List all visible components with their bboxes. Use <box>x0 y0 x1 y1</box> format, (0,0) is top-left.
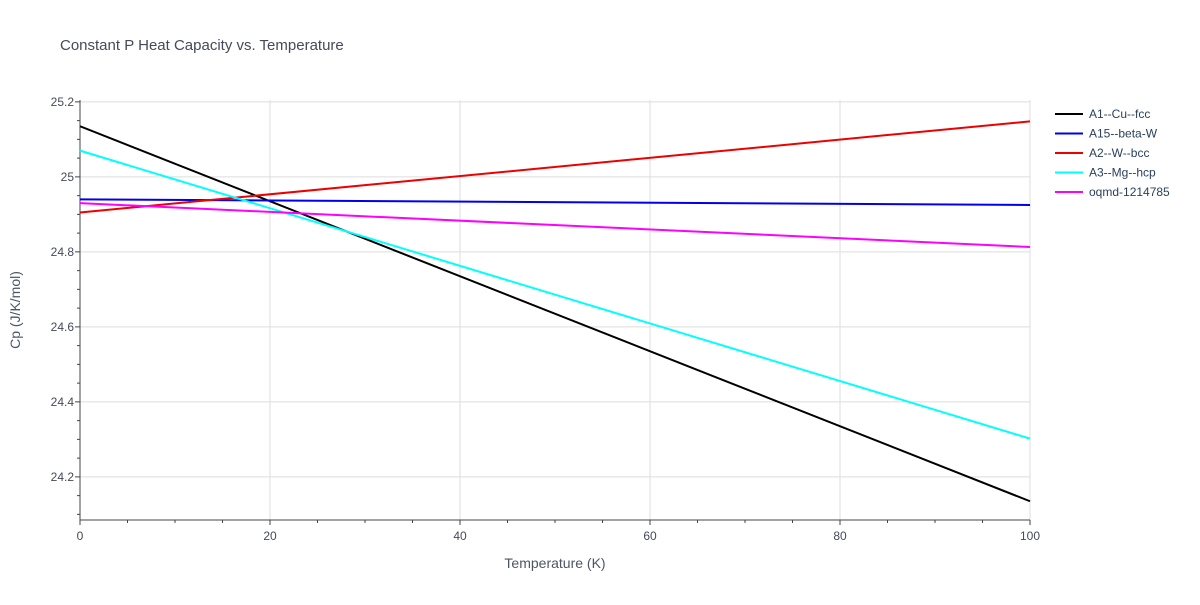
x-tick-label: 40 <box>453 529 467 543</box>
axes-layer: 0 20 40 60 80 100 24.2 24.4 24.6 24.8 25 25.2 <box>51 95 1041 543</box>
legend-label: A15--beta-W <box>1089 127 1158 141</box>
series-line-a3-mg-hcp <box>79 149 1031 440</box>
legend-item[interactable]: A1--Cu--fcc <box>1055 107 1150 121</box>
x-tick-label: 80 <box>833 529 847 543</box>
x-tick-label: 0 <box>77 529 84 543</box>
y-axis-label: Cp (J/K/mol) <box>7 271 23 349</box>
y-tick-label: 24.6 <box>51 320 75 334</box>
y-tick-label: 25.2 <box>51 95 75 109</box>
grid-layer <box>80 100 1031 520</box>
x-tick-label: 20 <box>263 529 277 543</box>
series-line-a2-w-bcc <box>79 120 1031 214</box>
legend: A1--Cu--fcc A15--beta-W A2--W--bcc A3--Mg--… <box>1055 107 1170 199</box>
legend-label: A2--W--bcc <box>1089 146 1149 160</box>
legend-item[interactable]: A3--Mg--hcp <box>1055 166 1156 180</box>
series-line-a15-beta-w <box>79 198 1031 206</box>
y-tick-label: 24.8 <box>51 245 75 259</box>
chart-title: Constant P Heat Capacity vs. Temperature <box>60 37 344 54</box>
series-line-oqmd-1214785 <box>79 202 1031 248</box>
x-axis-label: Temperature (K) <box>504 555 605 571</box>
legend-item[interactable]: oqmd-1214785 <box>1055 185 1170 199</box>
legend-label: oqmd-1214785 <box>1089 185 1170 199</box>
x-tick-label: 60 <box>643 529 657 543</box>
series-line-a1-cu-fcc <box>79 125 1031 503</box>
legend-item[interactable]: A2--W--bcc <box>1055 146 1149 160</box>
x-tick-label: 100 <box>1020 529 1040 543</box>
y-tick-label: 25 <box>61 170 75 184</box>
y-tick-label: 24.2 <box>51 470 75 484</box>
legend-label: A1--Cu--fcc <box>1089 107 1150 121</box>
legend-item[interactable]: A15--beta-W <box>1055 127 1158 141</box>
y-tick-label: 24.4 <box>51 395 75 409</box>
legend-label: A3--Mg--hcp <box>1089 166 1156 180</box>
series-layer <box>79 120 1031 503</box>
